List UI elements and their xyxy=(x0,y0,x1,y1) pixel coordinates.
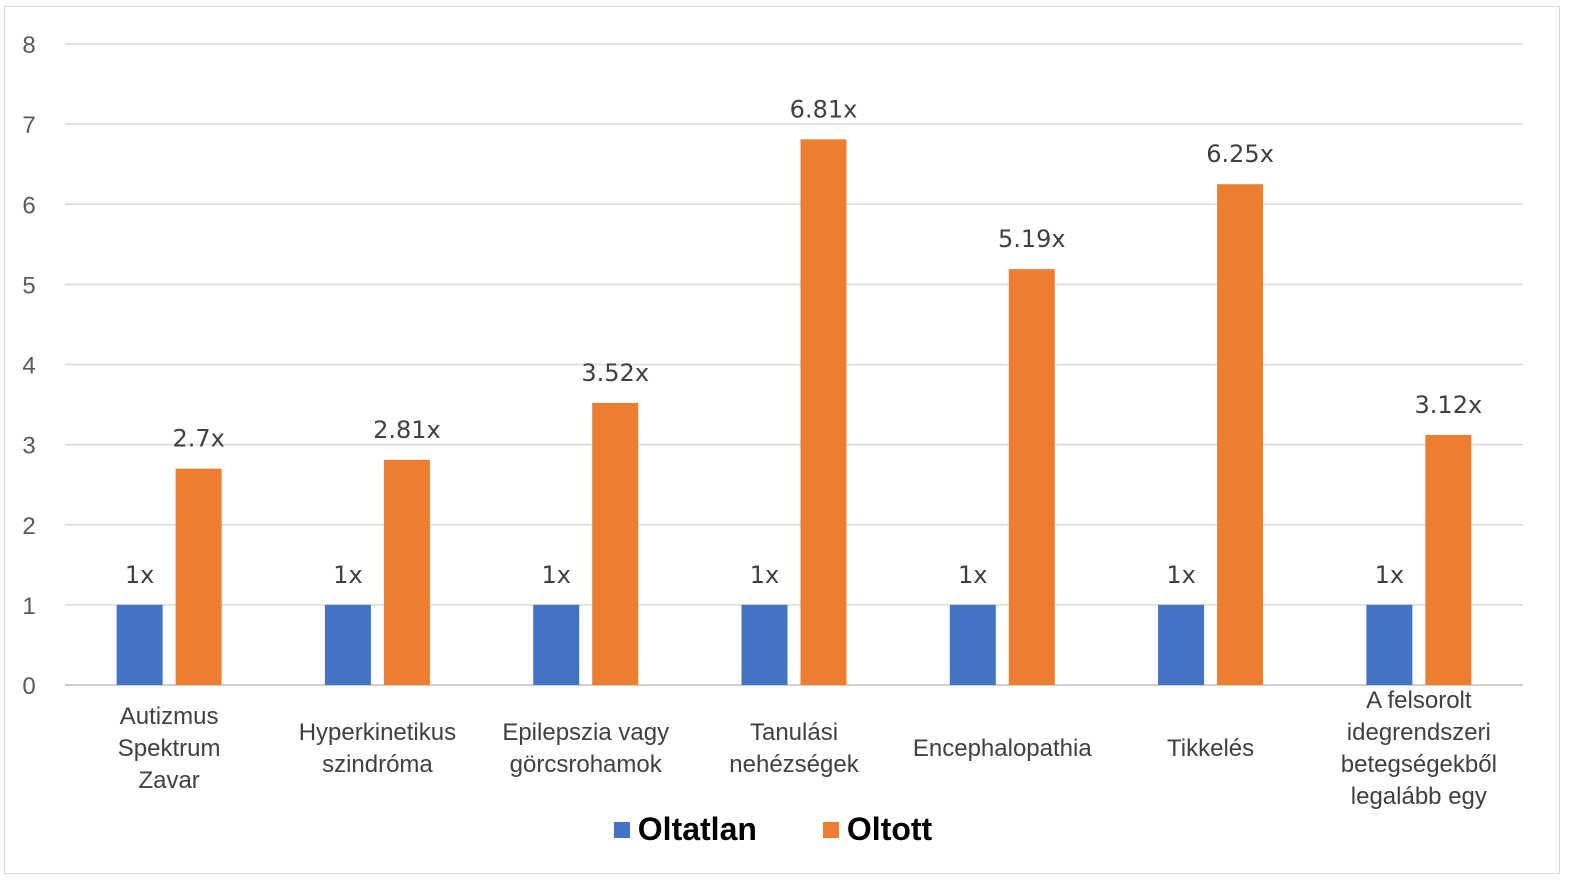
bar-oltatlan-0 xyxy=(116,604,163,685)
category-label-5: Tikkelés xyxy=(1167,735,1254,762)
bar-oltott-6 xyxy=(1425,435,1472,685)
category-label-3: Tanulási nehézségek xyxy=(729,719,859,778)
bar-oltott-0 xyxy=(175,468,222,685)
legend-label-oltatlan: Oltatlan xyxy=(637,811,757,847)
y-tick-label-8: 8 xyxy=(22,32,35,59)
y-tick-label-3: 3 xyxy=(22,433,35,460)
category-label-line: Tanulási xyxy=(750,719,838,746)
data-label-oltatlan-6: 1x xyxy=(1375,561,1404,589)
category-label-line: legalább egy xyxy=(1351,783,1487,810)
category-label-line: Zavar xyxy=(138,767,199,794)
y-tick-label-7: 7 xyxy=(22,112,35,139)
bar-oltatlan-1 xyxy=(324,604,371,685)
data-label-oltatlan-5: 1x xyxy=(1166,561,1195,589)
category-label-1: Hyperkinetikus szindróma xyxy=(299,719,456,778)
category-label-line: szindróma xyxy=(322,751,433,778)
legend-label-oltott: Oltott xyxy=(846,811,933,847)
bar-oltott-4 xyxy=(1008,269,1055,685)
data-label-oltott-4: 5.19x xyxy=(998,225,1066,253)
category-label-line: idegrendszeri xyxy=(1347,719,1491,746)
data-label-oltatlan-2: 1x xyxy=(541,561,570,589)
data-label-oltott-5: 6.25x xyxy=(1206,140,1274,168)
data-label-oltatlan-0: 1x xyxy=(125,561,154,589)
y-tick-label-0: 0 xyxy=(22,673,35,700)
category-label-line: nehézségek xyxy=(729,751,859,778)
legend-swatch-oltott xyxy=(822,821,839,838)
category-label-6: A felsorolt idegrendszeri betegségekből leg… xyxy=(1341,687,1497,810)
category-label-line: Hyperkinetikus xyxy=(299,719,456,746)
y-tick-label-4: 4 xyxy=(22,353,35,380)
chart-frame: 0 1 2 3 4 5 6 7 8 1x 2.7x Autizmus Spektrum Zavar 1x 2.… xyxy=(4,6,1560,874)
bar-oltatlan-4 xyxy=(949,604,996,685)
data-label-oltott-3: 6.81x xyxy=(790,95,858,123)
category-label-line: betegségekből xyxy=(1341,751,1497,778)
bar-oltott-2 xyxy=(592,402,639,685)
bar-oltott-3 xyxy=(800,139,847,685)
legend: Oltatlan Oltott xyxy=(5,811,1541,848)
data-label-oltatlan-3: 1x xyxy=(750,561,779,589)
category-label-2: Epilepszia vagy görcsrohamok xyxy=(502,719,669,778)
category-label-0: Autizmus Spektrum Zavar xyxy=(118,703,221,794)
data-label-oltott-6: 3.12x xyxy=(1415,391,1483,419)
bar-oltatlan-2 xyxy=(533,604,580,685)
category-label-line: Encephalopathia xyxy=(913,735,1092,762)
bar-oltott-5 xyxy=(1217,184,1264,685)
y-tick-label-1: 1 xyxy=(22,593,35,620)
category-label-line: Epilepszia vagy xyxy=(502,719,669,746)
category-label-line: Autizmus xyxy=(120,703,219,730)
y-tick-label-2: 2 xyxy=(22,513,35,540)
bar-oltott-1 xyxy=(383,459,430,685)
data-label-oltott-0: 2.7x xyxy=(172,425,224,453)
data-label-oltott-2: 3.52x xyxy=(581,359,649,387)
data-label-oltatlan-1: 1x xyxy=(333,561,362,589)
category-label-line: A felsorolt xyxy=(1366,687,1472,714)
bar-oltatlan-5 xyxy=(1158,604,1205,685)
data-label-oltott-1: 2.81x xyxy=(373,416,441,444)
bar-chart: 0 1 2 3 4 5 6 7 8 1x 2.7x Autizmus Spektrum Zavar 1x 2.… xyxy=(22,32,1523,810)
bar-oltatlan-3 xyxy=(741,604,788,685)
y-tick-label-6: 6 xyxy=(22,192,35,219)
bar-oltatlan-6 xyxy=(1366,604,1413,685)
y-tick-label-5: 5 xyxy=(22,272,35,299)
data-label-oltatlan-4: 1x xyxy=(958,561,987,589)
category-label-line: görcsrohamok xyxy=(510,751,663,778)
legend-swatch-oltatlan xyxy=(613,821,630,838)
category-label-4: Encephalopathia xyxy=(913,735,1092,762)
legend-item-oltatlan: Oltatlan xyxy=(613,811,757,848)
category-label-line: Spektrum xyxy=(118,735,221,762)
legend-item-oltott: Oltott xyxy=(822,811,933,848)
category-label-line: Tikkelés xyxy=(1167,735,1254,762)
